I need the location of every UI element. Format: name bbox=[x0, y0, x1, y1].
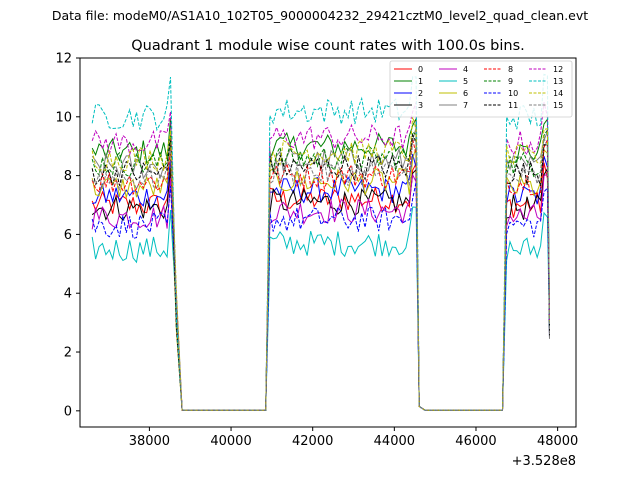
x-tick-label: 44000 bbox=[374, 434, 415, 449]
legend-label-12: 12 bbox=[553, 65, 563, 74]
chart-title: Quadrant 1 module wise count rates with … bbox=[131, 38, 525, 54]
x-tick-label: 42000 bbox=[292, 434, 333, 449]
legend-label-3: 3 bbox=[418, 101, 423, 110]
plot-area bbox=[79, 57, 577, 428]
y-tick-label: 0 bbox=[64, 404, 72, 419]
legend-label-5: 5 bbox=[463, 77, 468, 86]
y-tick-label: 6 bbox=[64, 228, 72, 243]
legend-label-13: 13 bbox=[553, 77, 563, 86]
series-line-10 bbox=[91, 181, 550, 411]
legend-label-9: 9 bbox=[508, 77, 513, 86]
legend-box bbox=[389, 60, 573, 118]
x-axis: 38000 40000 42000 44000 46000 48000 bbox=[129, 427, 578, 449]
x-offset-label: +3.528e8 bbox=[512, 454, 576, 469]
axes-frame bbox=[79, 57, 577, 428]
legend-label-11: 11 bbox=[508, 101, 518, 110]
chart-suptitle: Data file: modeM0/AS1A10_102T05_90000042… bbox=[52, 8, 588, 23]
y-tick-label: 4 bbox=[64, 287, 72, 302]
x-tick-label: 38000 bbox=[129, 434, 170, 449]
legend-label-6: 6 bbox=[463, 89, 468, 98]
x-tick-label: 40000 bbox=[210, 434, 251, 449]
legend-label-1: 1 bbox=[418, 77, 423, 86]
legend-label-4: 4 bbox=[463, 65, 468, 74]
y-axis: 0 2 4 6 8 10 12 bbox=[55, 52, 80, 419]
legend-label-15: 15 bbox=[553, 101, 563, 110]
legend-label-0: 0 bbox=[418, 65, 423, 74]
x-tick-label: 46000 bbox=[455, 434, 496, 449]
legend-label-7: 7 bbox=[463, 101, 468, 110]
legend-label-8: 8 bbox=[508, 65, 513, 74]
x-tick-label: 48000 bbox=[537, 434, 578, 449]
series-line-15 bbox=[91, 137, 550, 411]
legend-label-10: 10 bbox=[508, 89, 518, 98]
y-tick-label: 12 bbox=[55, 52, 72, 67]
legend-label-2: 2 bbox=[418, 89, 423, 98]
y-tick-label: 2 bbox=[64, 346, 72, 361]
legend-label-14: 14 bbox=[553, 89, 563, 98]
y-tick-label: 8 bbox=[64, 169, 72, 184]
y-tick-label: 10 bbox=[55, 110, 72, 125]
